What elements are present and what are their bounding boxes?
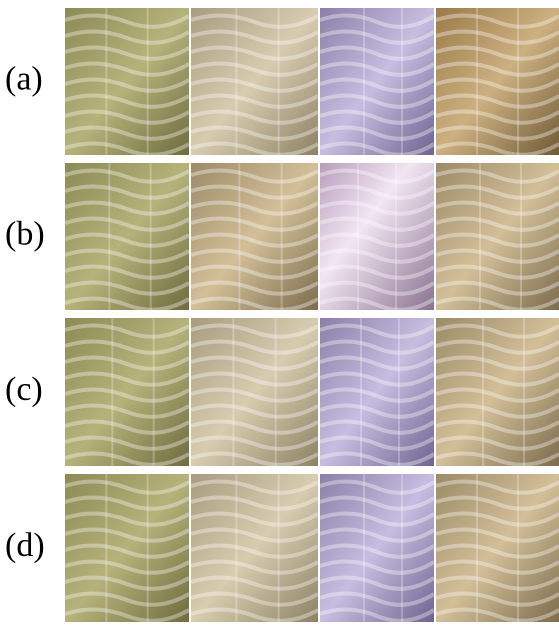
figure: (a) (b) (c) (d)	[0, 0, 559, 627]
row-label: (d)	[5, 527, 45, 564]
row-label: (b)	[5, 215, 45, 252]
row-labels: (a) (b) (c) (d)	[5, 60, 45, 564]
row-label: (c)	[5, 371, 43, 408]
page: {"rows": [{"label": "(a)"}, {"label": "(…	[0, 0, 559, 627]
image-panels	[65, 8, 559, 622]
row-label: (a)	[5, 60, 43, 97]
